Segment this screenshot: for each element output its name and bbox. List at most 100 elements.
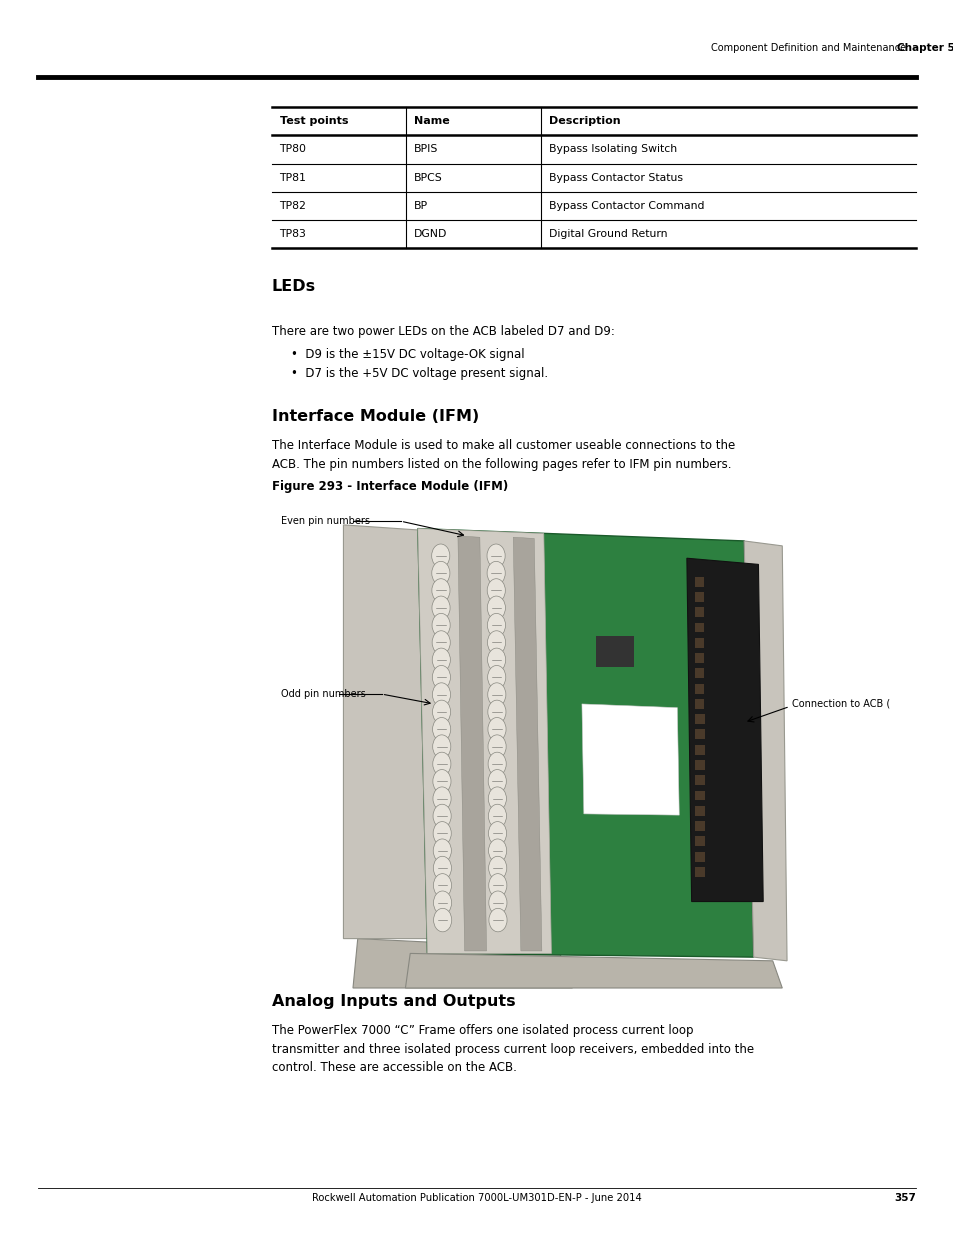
Text: Bypass Isolating Switch: Bypass Isolating Switch <box>548 144 676 154</box>
Circle shape <box>487 543 505 568</box>
Circle shape <box>488 839 506 862</box>
Text: Name: Name <box>414 116 449 126</box>
Text: ACB. The pin numbers listed on the following pages refer to IFM pin numbers.: ACB. The pin numbers listed on the follo… <box>272 457 731 471</box>
Circle shape <box>488 908 507 931</box>
Circle shape <box>488 735 506 758</box>
Polygon shape <box>686 558 762 902</box>
Circle shape <box>488 856 506 879</box>
Text: Digital Ground Return: Digital Ground Return <box>548 228 666 238</box>
Text: BPCS: BPCS <box>414 173 442 183</box>
Bar <box>596 636 634 667</box>
Circle shape <box>432 579 450 603</box>
Text: Even pin numbers: Even pin numbers <box>281 516 370 526</box>
Bar <box>695 776 704 785</box>
Polygon shape <box>581 704 679 815</box>
Circle shape <box>433 804 451 827</box>
Text: Description: Description <box>548 116 619 126</box>
Circle shape <box>433 856 451 879</box>
Circle shape <box>487 631 505 655</box>
Polygon shape <box>353 939 572 988</box>
Circle shape <box>433 735 451 758</box>
Text: transmitter and three isolated process current loop receivers, embedded into the: transmitter and three isolated process c… <box>272 1042 753 1056</box>
Circle shape <box>487 562 505 585</box>
Text: BPIS: BPIS <box>414 144 438 154</box>
Text: Rockwell Automation Publication 7000L-UM301D-EN-P - June 2014: Rockwell Automation Publication 7000L-UM… <box>312 1193 641 1203</box>
Circle shape <box>488 890 506 914</box>
Bar <box>695 790 704 800</box>
Circle shape <box>432 614 450 637</box>
Bar <box>695 760 704 769</box>
Polygon shape <box>457 536 486 951</box>
Bar <box>694 699 703 709</box>
Text: Odd pin numbers: Odd pin numbers <box>281 689 366 699</box>
Bar <box>694 592 703 601</box>
Circle shape <box>432 700 450 724</box>
Text: •  D7 is the +5V DC voltage present signal.: • D7 is the +5V DC voltage present signa… <box>291 367 548 380</box>
Circle shape <box>487 597 505 620</box>
Polygon shape <box>417 529 753 957</box>
Text: Test points: Test points <box>279 116 348 126</box>
Circle shape <box>487 666 505 689</box>
Text: DGND: DGND <box>414 228 447 238</box>
Circle shape <box>432 666 450 689</box>
Circle shape <box>433 890 451 914</box>
Circle shape <box>487 648 505 672</box>
Circle shape <box>432 683 450 706</box>
Circle shape <box>432 562 450 585</box>
Text: 357: 357 <box>893 1193 915 1203</box>
Text: TP80: TP80 <box>279 144 306 154</box>
Bar <box>694 714 703 724</box>
Circle shape <box>431 543 450 568</box>
Bar <box>694 637 703 647</box>
Circle shape <box>433 787 451 810</box>
Circle shape <box>487 579 505 603</box>
Polygon shape <box>743 541 786 961</box>
Circle shape <box>487 683 505 706</box>
Circle shape <box>487 700 505 724</box>
Circle shape <box>487 718 505 741</box>
Circle shape <box>488 804 506 827</box>
Circle shape <box>432 648 450 672</box>
Text: Interface Module (IFM): Interface Module (IFM) <box>272 409 478 424</box>
Bar <box>694 622 703 632</box>
Text: control. These are accessible on the ACB.: control. These are accessible on the ACB… <box>272 1061 517 1074</box>
Text: There are two power LEDs on the ACB labeled D7 and D9:: There are two power LEDs on the ACB labe… <box>272 325 614 338</box>
Text: TP82: TP82 <box>279 200 306 210</box>
Circle shape <box>432 631 450 655</box>
Text: Connection to ACB (: Connection to ACB ( <box>791 699 889 709</box>
Polygon shape <box>417 529 551 953</box>
Bar <box>695 867 704 877</box>
Circle shape <box>433 908 452 931</box>
Polygon shape <box>513 537 541 951</box>
Bar <box>694 577 703 587</box>
Circle shape <box>433 839 451 862</box>
Text: Figure 293 - Interface Module (IFM): Figure 293 - Interface Module (IFM) <box>272 479 508 493</box>
Circle shape <box>433 821 451 845</box>
Bar <box>695 836 704 846</box>
Text: Chapter 5: Chapter 5 <box>896 43 953 53</box>
Polygon shape <box>343 525 434 939</box>
Circle shape <box>488 752 506 776</box>
Circle shape <box>488 821 506 845</box>
Text: TP83: TP83 <box>279 228 306 238</box>
Text: Bypass Contactor Status: Bypass Contactor Status <box>548 173 681 183</box>
Text: The Interface Module is used to make all customer useable connections to the: The Interface Module is used to make all… <box>272 438 735 452</box>
Circle shape <box>488 787 506 810</box>
Text: LEDs: LEDs <box>272 279 315 294</box>
Circle shape <box>488 873 506 897</box>
Bar <box>694 668 703 678</box>
Text: •  D9 is the ±15V DC voltage-OK signal: • D9 is the ±15V DC voltage-OK signal <box>291 347 524 361</box>
Circle shape <box>433 752 451 776</box>
Text: BP: BP <box>414 200 428 210</box>
Text: The PowerFlex 7000 “C” Frame offers one isolated process current loop: The PowerFlex 7000 “C” Frame offers one … <box>272 1024 693 1037</box>
Circle shape <box>487 614 505 637</box>
Text: Bypass Contactor Command: Bypass Contactor Command <box>548 200 703 210</box>
Bar <box>694 608 703 618</box>
Circle shape <box>433 769 451 793</box>
Text: TP81: TP81 <box>279 173 306 183</box>
Bar <box>694 653 703 663</box>
Bar <box>694 684 703 694</box>
Circle shape <box>433 873 451 897</box>
Bar <box>695 806 704 816</box>
Polygon shape <box>405 953 781 988</box>
